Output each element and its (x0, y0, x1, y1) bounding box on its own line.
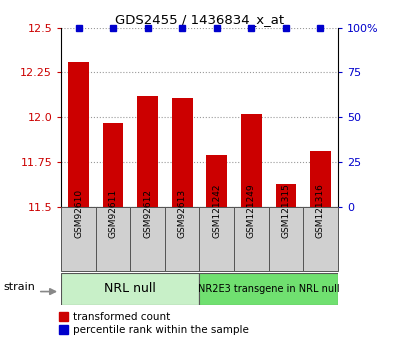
Text: strain: strain (3, 282, 35, 292)
Bar (103, 123, 123, 207)
Text: NRL null: NRL null (104, 283, 156, 295)
Bar (96, 207, 130, 271)
Legend: transformed count, percentile rank within the sample: transformed count, percentile rank withi… (58, 312, 249, 335)
Bar (199, 207, 234, 271)
Bar (61, 207, 96, 271)
Text: GSM121242: GSM121242 (212, 183, 221, 238)
Bar (61, 273, 199, 305)
Bar (206, 155, 227, 207)
Text: GSM92612: GSM92612 (143, 189, 152, 238)
Bar (137, 96, 158, 207)
Bar (130, 207, 165, 271)
Text: GSM121249: GSM121249 (247, 183, 256, 238)
Bar (172, 98, 193, 207)
Bar (241, 114, 261, 207)
Bar (68, 62, 89, 207)
Bar (275, 184, 296, 207)
Text: NR2E3 transgene in NRL null: NR2E3 transgene in NRL null (198, 284, 339, 294)
Text: GSM92613: GSM92613 (178, 188, 187, 238)
Title: GDS2455 / 1436834_x_at: GDS2455 / 1436834_x_at (115, 13, 284, 27)
Bar (269, 207, 303, 271)
Bar (165, 207, 199, 271)
Bar (310, 151, 331, 207)
Text: GSM92610: GSM92610 (74, 188, 83, 238)
Text: GSM121315: GSM121315 (281, 183, 290, 238)
Text: GSM92611: GSM92611 (109, 188, 118, 238)
Bar (303, 207, 338, 271)
Bar (199, 273, 338, 305)
Text: GSM121316: GSM121316 (316, 183, 325, 238)
Bar (234, 207, 269, 271)
